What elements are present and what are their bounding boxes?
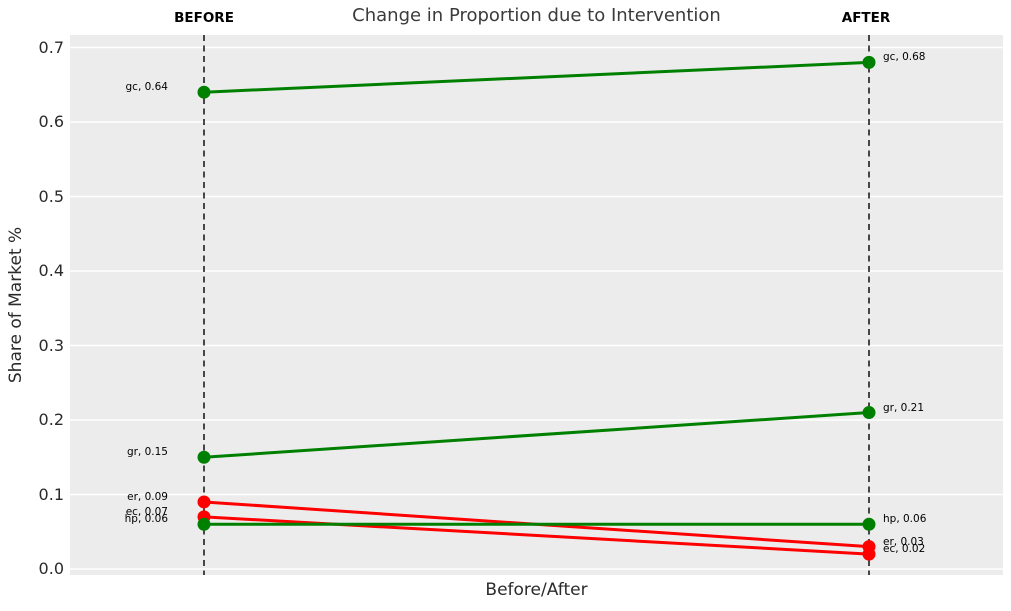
y-tick-label-0.6: 0.6 xyxy=(38,112,64,131)
point-label-gr-after: gr, 0.21 xyxy=(883,401,925,414)
y-tick-label-0.1: 0.1 xyxy=(38,484,64,504)
point-gr-before xyxy=(197,450,211,464)
after-column-label: AFTER xyxy=(841,10,891,26)
point-label-gr-before: gr, 0.15 xyxy=(126,446,168,459)
point-hp-after xyxy=(862,517,876,531)
y-tick-label-0.3: 0.3 xyxy=(38,335,64,355)
y-tick-label-0.0: 0.0 xyxy=(38,559,64,578)
point-label-hp-before: hp, 0.06 xyxy=(124,513,168,526)
point-label-gc-after: gc, 0.68 xyxy=(883,51,926,64)
point-gc-after xyxy=(862,55,876,69)
point-er-before xyxy=(197,495,211,509)
point-label-hp-after: hp, 0.06 xyxy=(883,513,927,526)
point-label-ec-after: ec, 0.02 xyxy=(883,543,926,556)
point-label-gc-before: gc, 0.64 xyxy=(125,81,169,94)
y-tick-label-0.5: 0.5 xyxy=(38,186,64,206)
series-line-ec xyxy=(203,515,870,556)
point-gr-after xyxy=(862,406,876,420)
series-line-gc xyxy=(203,60,870,94)
y-tick-label-0.2: 0.2 xyxy=(38,410,64,429)
point-hp-before xyxy=(197,517,211,531)
plot-canvas xyxy=(70,35,1003,575)
point-gc-before xyxy=(197,85,211,99)
y-axis-label: Share of Market % xyxy=(6,226,26,384)
point-label-er-before: er, 0.09 xyxy=(127,490,168,503)
series-line-gr xyxy=(203,411,870,459)
y-tick-label-0.7: 0.7 xyxy=(38,37,64,57)
plot-area: gc, 0.64 gc, 0.68 gr, 0.15 gr, 0.21 er, 0.09… xyxy=(70,35,1003,575)
point-label-er-after: er, 0.03 xyxy=(883,535,924,548)
y-tick-label-0.4: 0.4 xyxy=(38,261,64,280)
x-axis-label: Before/After xyxy=(485,580,588,600)
point-label-ec-before: ec, 0.07 xyxy=(125,505,168,518)
chart-title: Change in Proportion due to Intervention xyxy=(352,5,721,26)
point-ec-after xyxy=(862,547,876,561)
before-column-label: BEFORE xyxy=(174,10,234,26)
